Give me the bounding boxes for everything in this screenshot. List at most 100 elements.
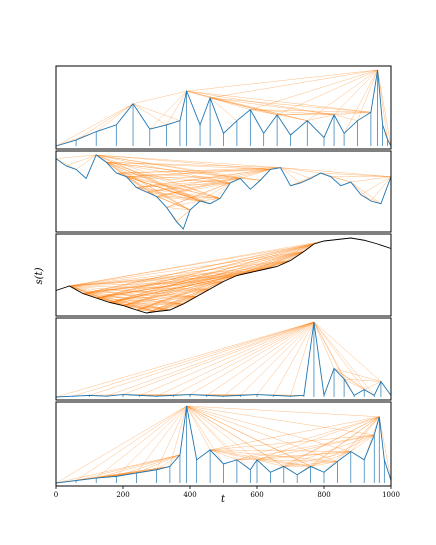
visibility-edge <box>186 405 380 417</box>
visibility-edge <box>189 321 315 395</box>
visibility-edge <box>186 90 371 113</box>
panel-2 <box>55 150 392 233</box>
visibility-edge <box>136 243 315 311</box>
visibility-edge <box>186 405 251 470</box>
visibility-edge <box>126 176 147 193</box>
visibility-edge <box>250 251 304 273</box>
visibility-edge <box>146 182 231 193</box>
visibility-edge <box>126 167 281 177</box>
visibility-edge <box>136 187 221 199</box>
visibility-edge <box>256 416 380 460</box>
visibility-edge <box>210 97 278 115</box>
visibility-edge <box>357 69 378 121</box>
visibility-edge <box>310 434 375 467</box>
visibility-edge <box>96 154 271 170</box>
visibility-edge <box>55 454 180 484</box>
visibility-edge <box>350 416 380 452</box>
visibility-edge <box>307 114 335 121</box>
visibility-edge <box>82 293 157 312</box>
visibility-edge <box>313 321 355 396</box>
visibility-edge <box>173 321 315 396</box>
visibility-edge <box>55 154 97 159</box>
visibility-edge <box>290 172 321 186</box>
visibility-edge <box>156 405 187 470</box>
x-tick-label: 0 <box>54 491 58 499</box>
visibility-edge <box>360 176 392 195</box>
visibility-edge <box>310 451 351 467</box>
series-line <box>55 154 392 230</box>
visibility-edge <box>223 321 315 397</box>
visibility-edge <box>250 109 371 113</box>
visibility-edge <box>149 90 187 130</box>
visibility-edge <box>320 172 392 177</box>
visibility-edge <box>82 293 170 311</box>
visibility-edge <box>350 176 392 183</box>
visibility-edge <box>156 196 201 202</box>
visibility-edge <box>344 378 381 382</box>
visibility-edge <box>116 167 281 174</box>
visibility-edge <box>210 449 338 462</box>
panel-frame <box>55 233 392 317</box>
visibility-edge <box>210 97 308 121</box>
visibility-edge <box>136 288 211 311</box>
visibility-edge <box>263 260 291 270</box>
visibility-edge <box>334 114 358 121</box>
panel-frame <box>55 65 392 150</box>
x-axis: 0 200 400 600 800 1000 <box>54 486 400 499</box>
x-tick-label: 200 <box>116 491 129 499</box>
visibility-edge <box>156 169 271 197</box>
visibility-edge <box>76 405 187 481</box>
visibility-edge <box>283 461 338 467</box>
visibility-edge <box>156 196 221 199</box>
visibility-edge <box>186 405 238 460</box>
visibility-edge <box>186 405 211 450</box>
visibility-edge <box>69 285 170 311</box>
series-line <box>55 321 392 398</box>
visibility-edge <box>377 69 392 147</box>
visibility-edge <box>250 109 335 115</box>
y-axis-label: s(t) <box>34 267 45 284</box>
visibility-edge <box>116 454 181 477</box>
visibility-edge <box>126 176 231 184</box>
visibility-edge <box>136 167 281 188</box>
visibility-edge <box>210 97 251 110</box>
visibility-edge <box>280 167 301 184</box>
visibility-edge <box>126 176 241 179</box>
visibility-edge <box>307 69 378 121</box>
visibility-edge <box>106 162 281 168</box>
visibility-edge <box>75 154 97 170</box>
visibility-edge <box>166 91 187 125</box>
series-line <box>55 405 392 484</box>
visibility-edge <box>132 103 181 121</box>
visibility-edge <box>82 251 304 294</box>
panel-frame <box>55 150 392 233</box>
visibility-edge <box>136 281 224 311</box>
visibility-edge <box>106 162 261 181</box>
visibility-edge <box>126 176 191 211</box>
visibility-edge <box>96 251 304 299</box>
visibility-edge <box>186 405 375 436</box>
visibility-edge <box>186 405 298 475</box>
visibility-edge <box>96 154 241 179</box>
visibility-edge <box>256 321 315 395</box>
visibility-edge <box>313 321 335 369</box>
visibility-edge <box>313 321 375 396</box>
visibility-edge <box>166 207 191 211</box>
visibility-edge <box>55 405 187 484</box>
panel-3 <box>55 233 392 317</box>
visibility-edge <box>133 90 187 104</box>
visibility-edge <box>136 251 304 311</box>
visibility-edge <box>297 416 380 475</box>
visibility-edge <box>210 449 237 460</box>
visibility-edge <box>277 243 315 267</box>
visibility-edge <box>146 191 201 202</box>
visibility-edge <box>69 281 224 287</box>
visibility-edge <box>210 434 375 451</box>
visibility-edge <box>169 405 187 467</box>
visibility-edge <box>156 182 231 197</box>
visibility-edge <box>69 285 197 297</box>
visibility-edge <box>200 198 221 202</box>
visibility-edge <box>146 191 221 199</box>
visibility-edge <box>333 368 375 396</box>
visibility-edge <box>350 181 382 204</box>
